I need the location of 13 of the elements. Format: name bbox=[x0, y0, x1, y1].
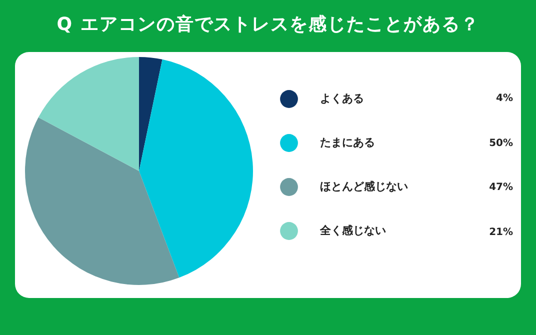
legend-label: ほとんど感じない bbox=[320, 180, 408, 193]
legend-label: 全く感じない bbox=[319, 224, 386, 237]
data-label: 4% bbox=[496, 93, 513, 104]
legend-label: よくある bbox=[320, 92, 364, 105]
chart-title: Q エアコンの音でストレスを感じたことがある？ bbox=[56, 13, 480, 36]
data-label: 47% bbox=[489, 182, 513, 193]
pie-slice bbox=[25, 117, 180, 285]
pie-slice bbox=[139, 59, 253, 278]
legend-label: たまにある bbox=[320, 136, 375, 149]
data-label: 50% bbox=[489, 138, 513, 148]
data-label: 21% bbox=[489, 226, 513, 238]
pie-slice bbox=[139, 57, 162, 171]
pie-slice bbox=[38, 57, 139, 171]
